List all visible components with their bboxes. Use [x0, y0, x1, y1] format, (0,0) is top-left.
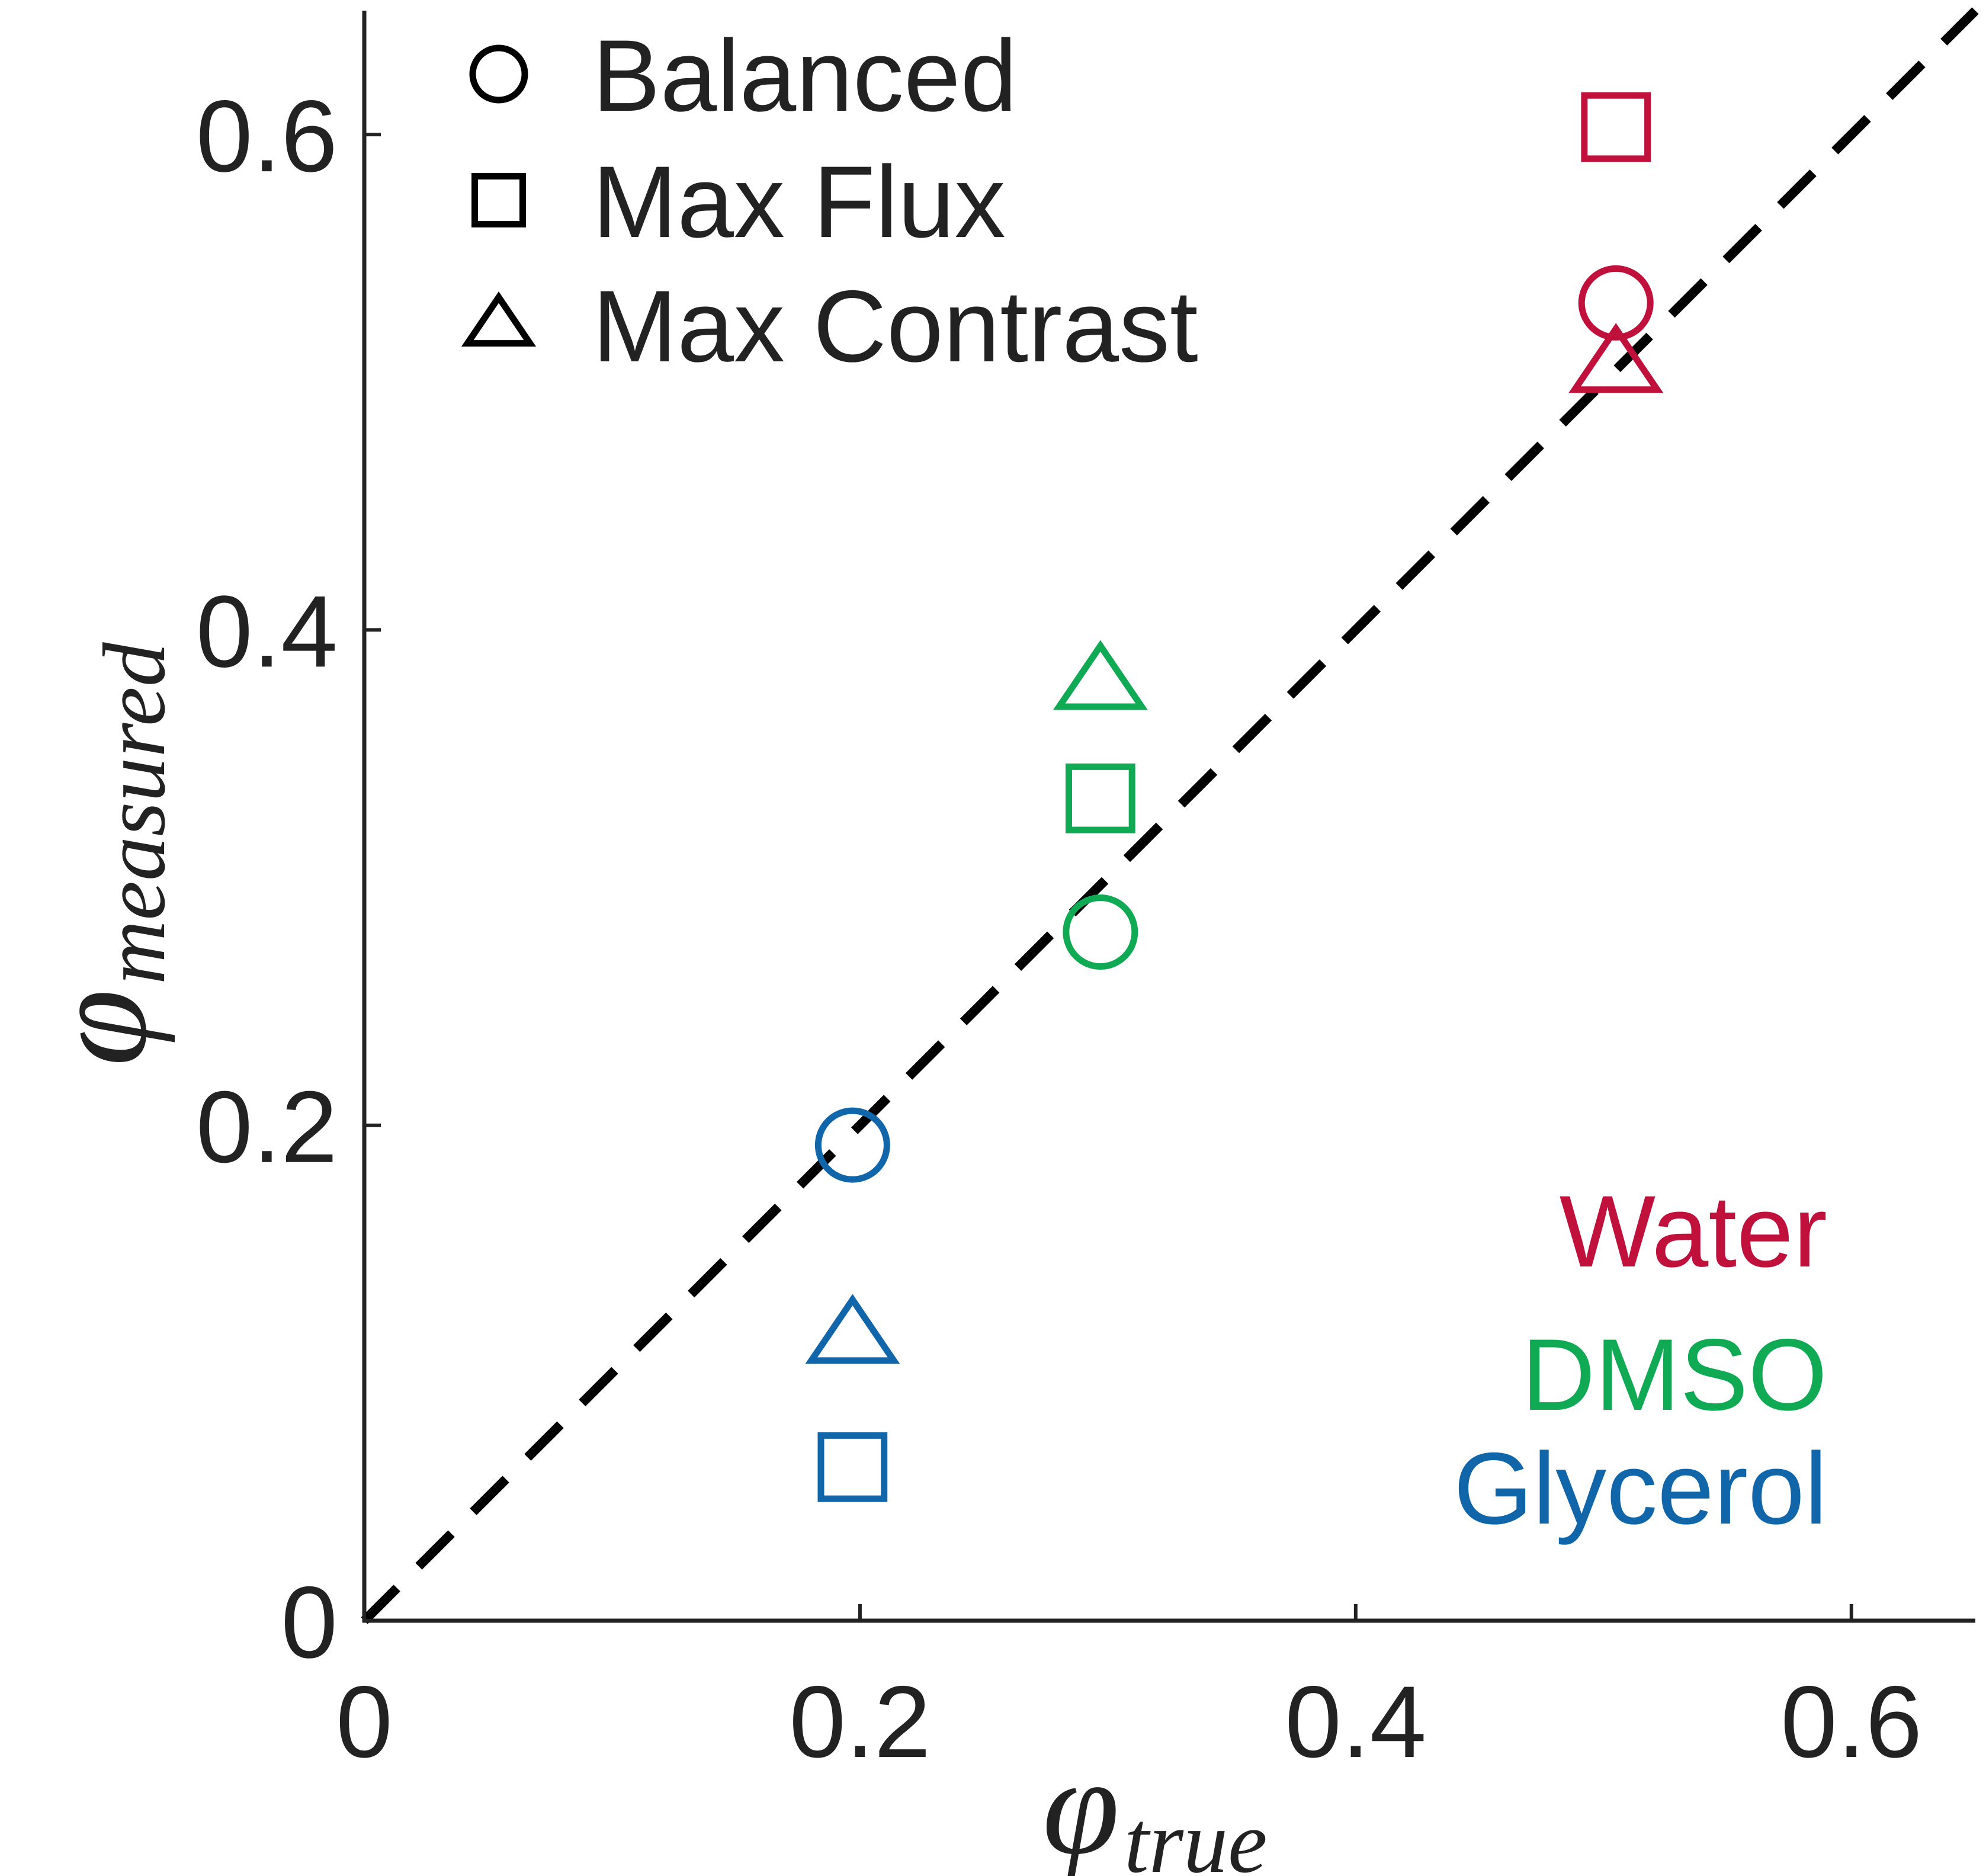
legend-marker-circle: [469, 44, 528, 104]
ticks: 0 0.2 0.4 0.6 0 0.2 0.4 0.6: [196, 79, 1922, 1779]
x-tick-label: 0: [336, 1665, 393, 1779]
x-axis-label: φtrue: [1042, 1729, 1268, 1876]
y-tick-label: 0.4: [196, 575, 338, 688]
x-tick-label: 0.4: [1285, 1665, 1426, 1779]
y-tick-label: 0.2: [196, 1070, 338, 1184]
y-axis-symbol: φ: [21, 989, 175, 1066]
y-axis-subscript: measured: [85, 642, 184, 985]
data-points: [805, 92, 1664, 1502]
data-point-glycerol-circle: [814, 1107, 890, 1183]
data-point-water-circle: [1578, 265, 1654, 341]
legend-marker-triangle: [461, 291, 537, 347]
legend-label-circle: Balanced: [592, 19, 1017, 133]
data-point-water-triangle: [1568, 323, 1664, 393]
data-point-dmso-triangle: [1053, 640, 1148, 710]
axes: [362, 11, 1975, 1623]
legend-label-glycerol: Glycerol: [1454, 1432, 1827, 1545]
x-tick-label: 0.2: [789, 1665, 931, 1779]
legend-marker-square: [471, 173, 526, 227]
legend-label-dmso: DMSO: [1522, 1318, 1827, 1432]
x-axis-symbol: φ: [1042, 1729, 1119, 1876]
y-tick-label: 0: [281, 1566, 338, 1679]
data-point-water-square: [1581, 92, 1651, 162]
legend-label-square: Max Flux: [592, 145, 1006, 259]
x-axis-subscript: true: [1124, 1793, 1268, 1876]
data-point-dmso-square: [1065, 763, 1135, 833]
y-axis-label: φmeasured: [21, 642, 184, 1066]
data-point-dmso-circle: [1063, 894, 1138, 970]
y-tick-label: 0.6: [196, 79, 338, 193]
legend-label-triangle: Max Contrast: [592, 270, 1198, 383]
legend-label-water: Water: [1560, 1175, 1827, 1288]
data-point-glycerol-triangle: [805, 1294, 900, 1364]
x-tick-label: 0.6: [1780, 1665, 1922, 1779]
data-point-glycerol-square: [817, 1432, 888, 1502]
